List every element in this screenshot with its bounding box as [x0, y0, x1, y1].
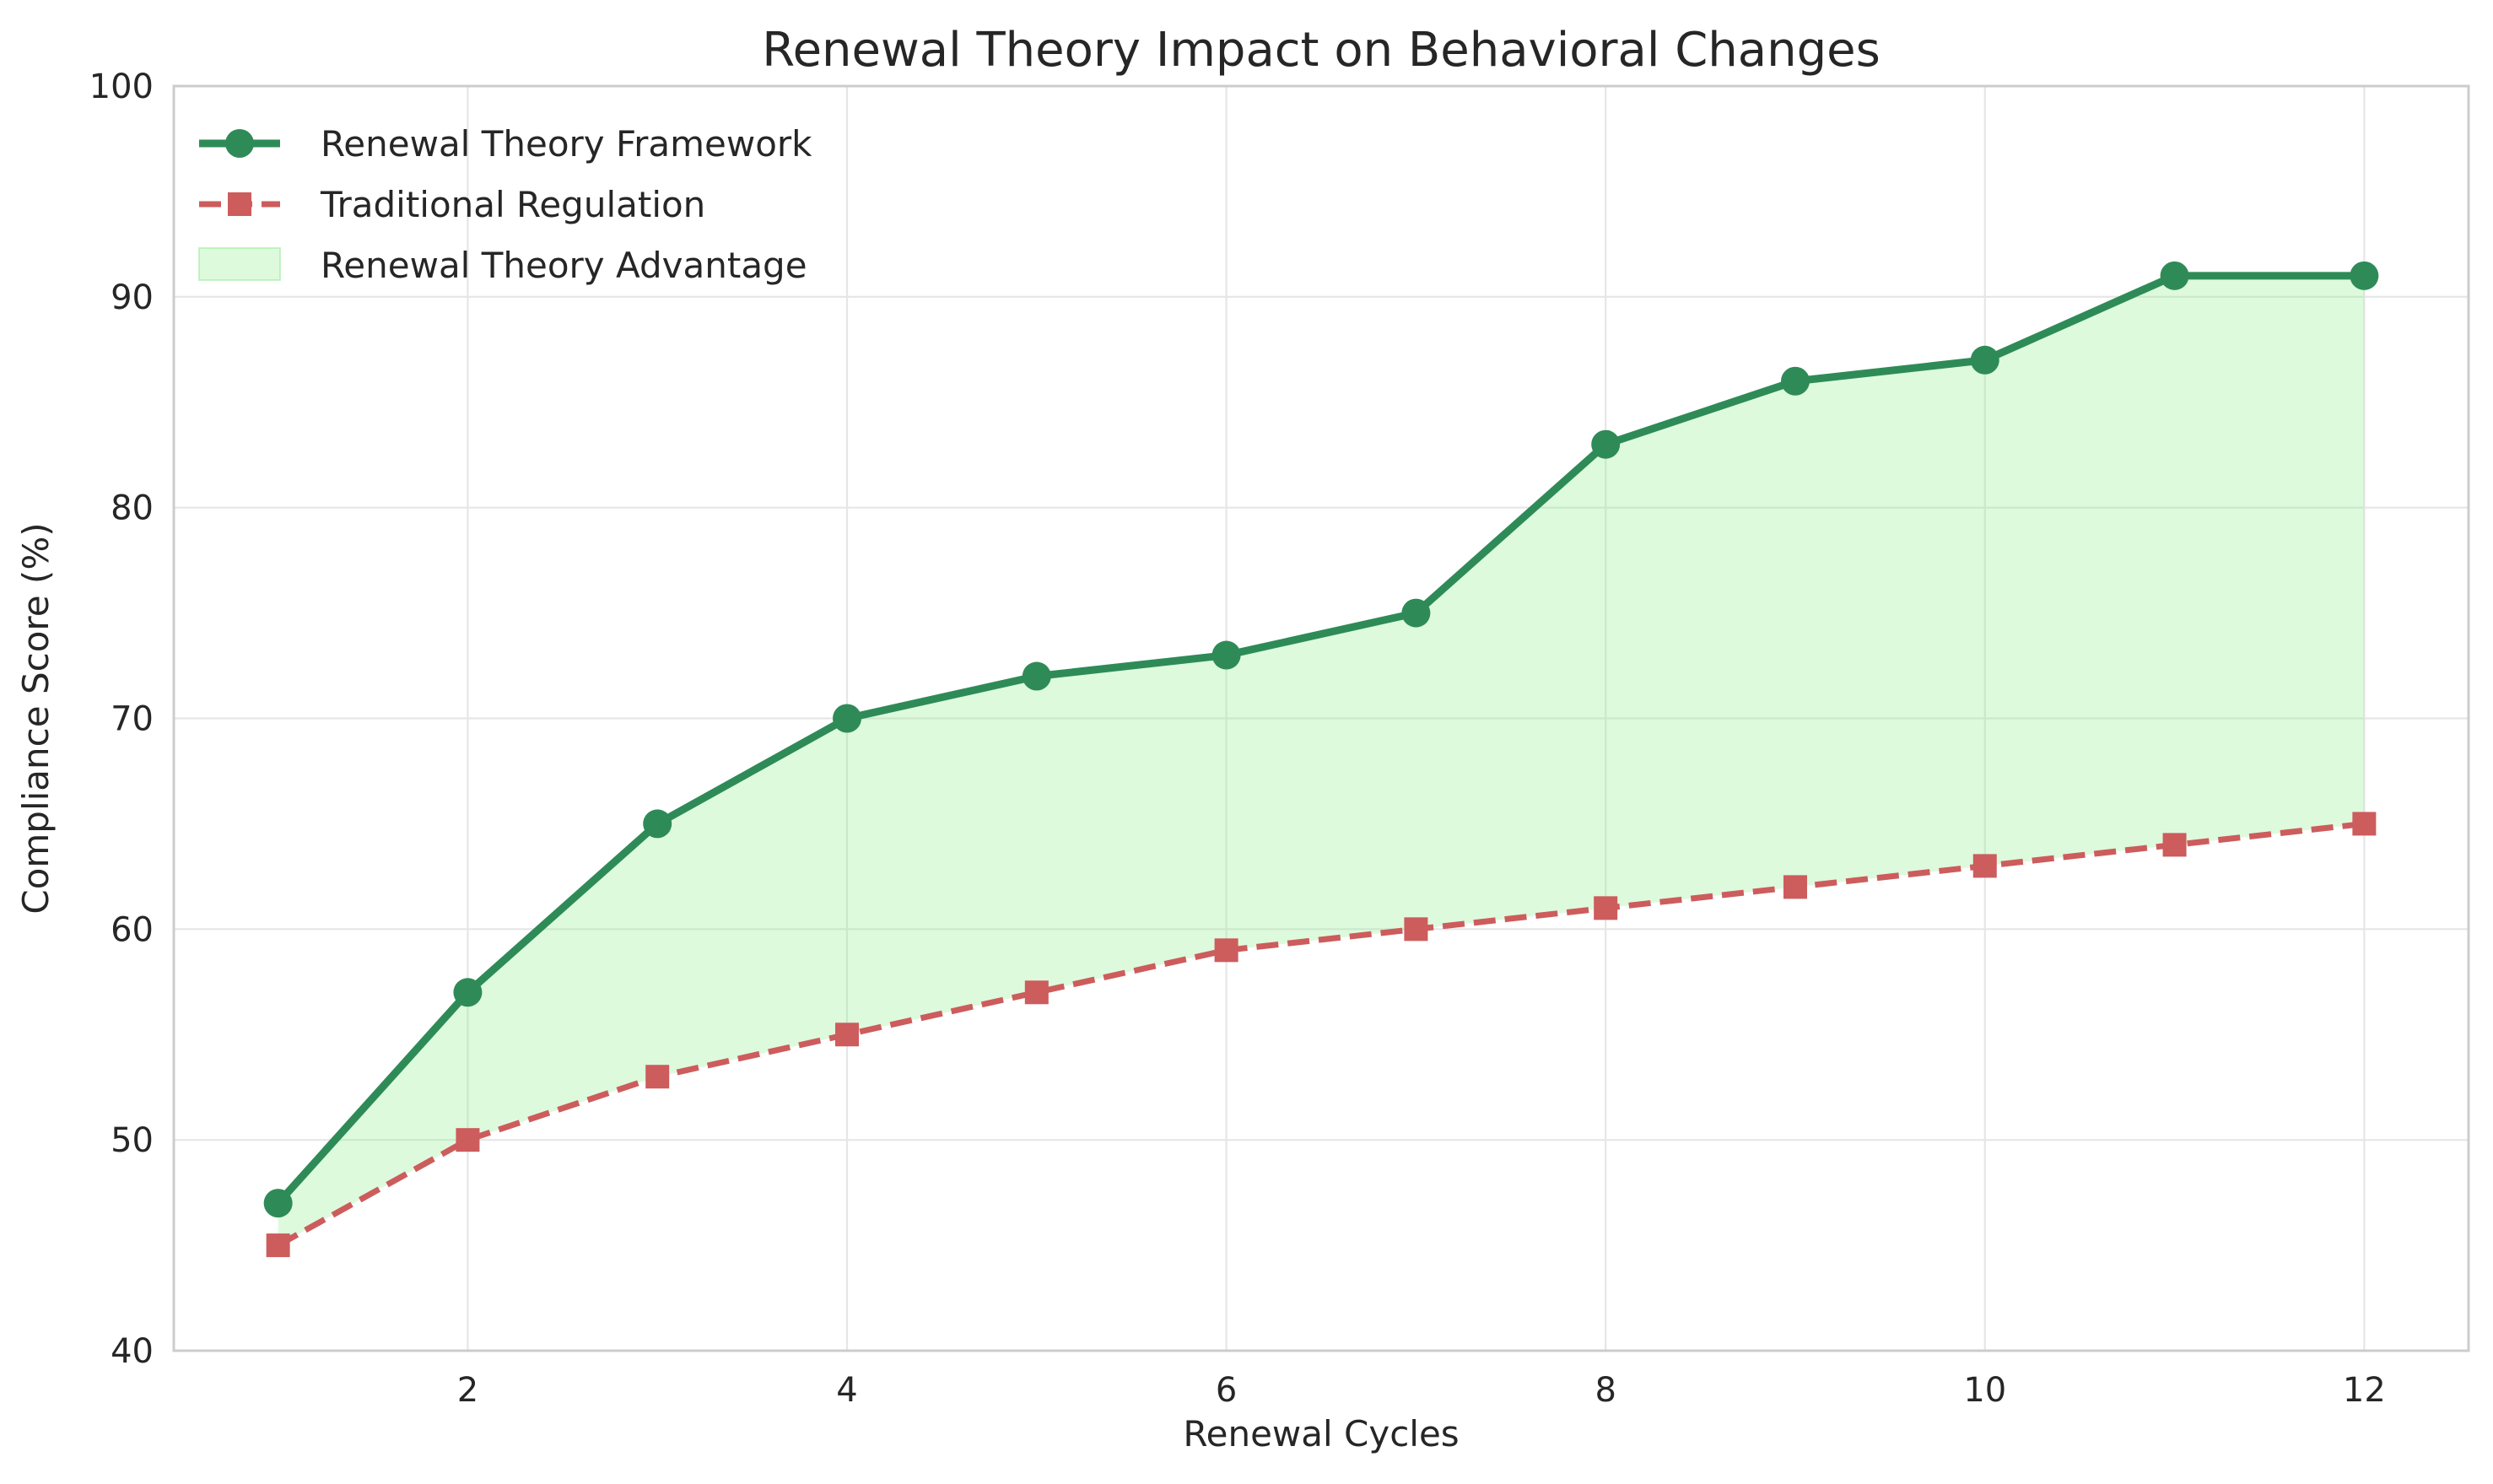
data-point [1780, 366, 1810, 396]
data-point [1783, 875, 1807, 899]
series-layer [263, 261, 2379, 1258]
legend-label-advantage: Renewal Theory Advantage [321, 245, 807, 286]
data-point [2350, 261, 2379, 290]
tick-labels: 2 4 6 8 10 12 40 50 60 70 80 90 100 [89, 67, 2386, 1410]
x-tick-label: 6 [1216, 1371, 1237, 1410]
x-tick-label: 4 [836, 1371, 857, 1410]
data-point [1591, 429, 1621, 459]
y-tick-label: 60 [111, 910, 154, 949]
data-point [1404, 917, 1428, 942]
data-point [1024, 980, 1049, 1005]
data-point [266, 1233, 290, 1258]
plot-frame [172, 84, 2470, 1352]
series-line-1 [276, 820, 2365, 1249]
legend: Renewal Theory Framework Traditional Regu… [198, 123, 812, 286]
y-tick-label: 80 [111, 489, 154, 528]
data-point [1970, 345, 1999, 375]
data-point [1972, 854, 1997, 878]
data-point [643, 809, 672, 839]
data-point [2352, 812, 2377, 836]
y-tick-label: 90 [111, 278, 154, 317]
chart-title: Renewal Theory Impact on Behavioral Chan… [762, 23, 1881, 78]
legend-marker-framework [225, 129, 254, 158]
x-tick-label: 8 [1595, 1371, 1616, 1410]
data-point [456, 1128, 480, 1152]
y-tick-label: 100 [89, 67, 154, 106]
data-point [1594, 896, 1618, 920]
y-tick-label: 50 [111, 1121, 154, 1160]
legend-label-traditional: Traditional Regulation [320, 184, 705, 225]
x-axis-label: Renewal Cycles [1183, 1413, 1459, 1454]
data-point [645, 1065, 670, 1089]
data-point [263, 1189, 293, 1218]
data-point [2162, 833, 2187, 857]
data-point [833, 704, 862, 733]
legend-label-framework: Renewal Theory Framework [321, 123, 812, 165]
y-tick-label: 70 [111, 700, 154, 739]
data-point [835, 1023, 860, 1047]
data-point [453, 978, 483, 1007]
series-line-0 [275, 272, 2365, 1206]
advantage-fill-area [278, 275, 2365, 1246]
x-tick-label: 10 [1963, 1371, 2006, 1410]
data-point [1022, 661, 1051, 691]
data-point [1401, 598, 1431, 628]
x-tick-label: 2 [457, 1371, 478, 1410]
data-point [1211, 640, 1241, 670]
legend-swatch-advantage [198, 247, 281, 281]
advantage-fill-layer [278, 275, 2365, 1246]
y-axis-label: Compliance Score (%) [15, 522, 57, 914]
legend-marker-traditional [228, 192, 251, 216]
y-tick-label: 40 [111, 1332, 154, 1371]
data-point [2160, 261, 2189, 290]
x-tick-label: 12 [2343, 1371, 2386, 1410]
data-point [1214, 938, 1238, 963]
